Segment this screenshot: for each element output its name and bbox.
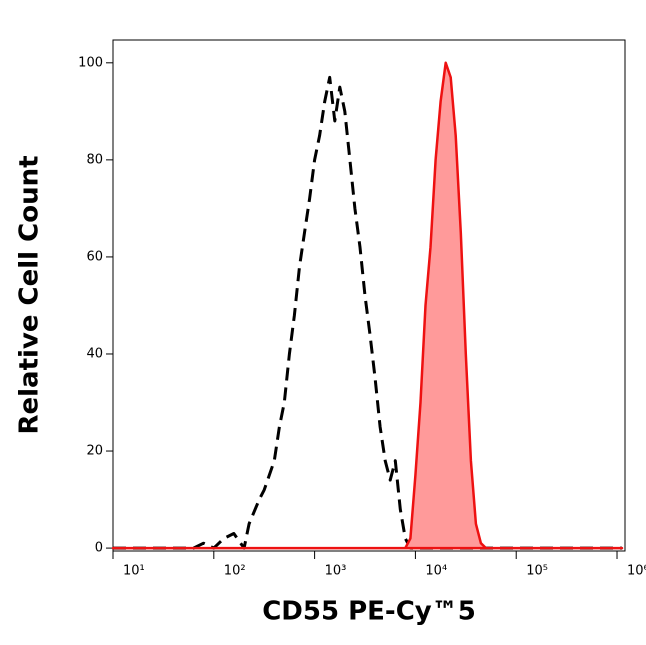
x-tick-label: 10⁵ — [526, 564, 548, 579]
histogram-line — [111, 61, 624, 550]
y-tick-label: 0 — [95, 541, 103, 556]
x-tick-label: 10¹ — [123, 564, 145, 579]
x-axis-title: CD55 PE-Cy™5 — [262, 597, 476, 627]
y-tick-label: 20 — [86, 444, 103, 459]
histogram-line — [113, 75, 622, 550]
y-tick-label: 60 — [86, 249, 103, 264]
x-tick-label: 10³ — [325, 564, 347, 579]
x-tick-label: 10⁶ — [627, 564, 646, 579]
y-tick-label: 80 — [86, 152, 103, 167]
x-tick-label: 10² — [224, 564, 246, 579]
plot-frame — [112, 39, 626, 552]
y-axis-title: Relative Cell Count — [15, 155, 45, 434]
y-tick-label: 100 — [78, 55, 103, 70]
y-tick-label: 40 — [86, 346, 103, 361]
x-tick-label: 10⁴ — [425, 564, 447, 579]
